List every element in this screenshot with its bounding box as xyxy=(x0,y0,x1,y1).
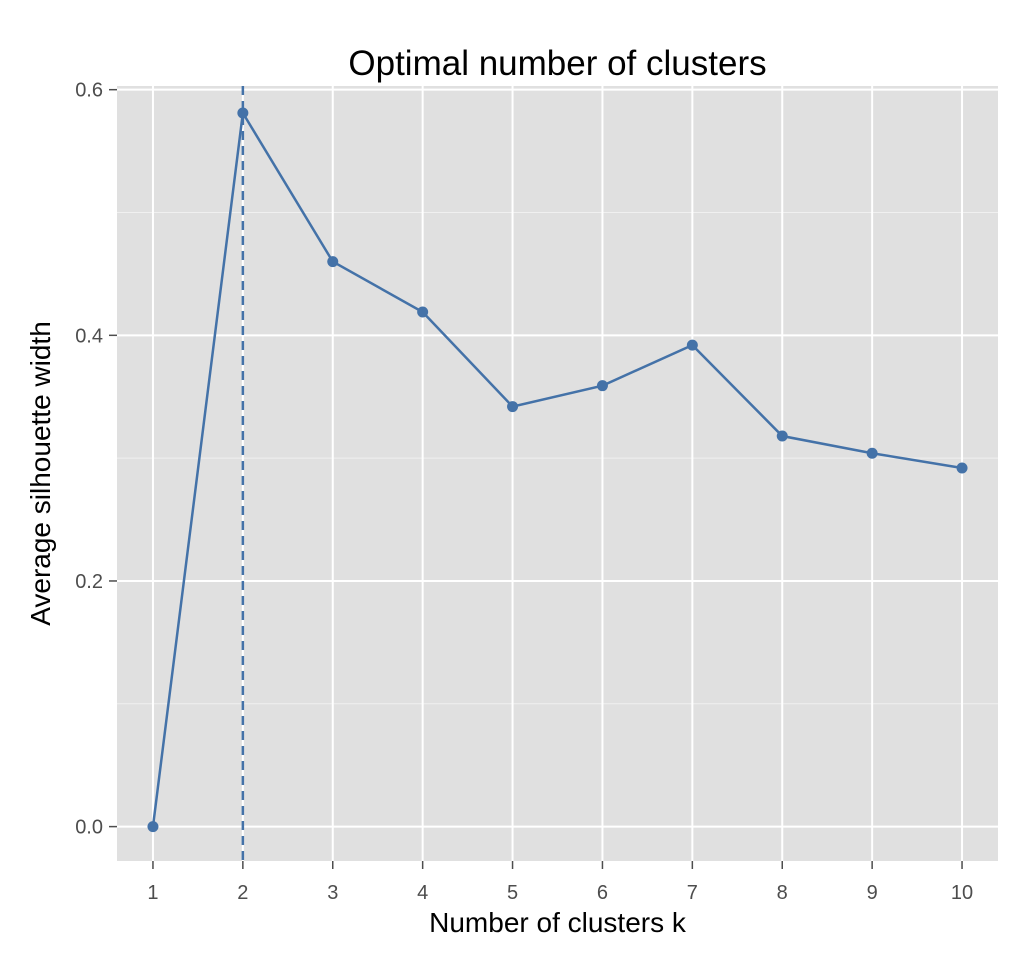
data-point xyxy=(956,462,968,474)
y-axis-title: Average silhouette width xyxy=(25,321,56,626)
y-tick-labels: 0.0 0.2 0.4 0.6 xyxy=(75,80,103,839)
x-tick-label: 10 xyxy=(951,882,973,904)
data-point xyxy=(776,430,788,442)
x-tick-label: 8 xyxy=(777,882,788,904)
x-tick-label: 9 xyxy=(867,882,878,904)
x-tick-labels: 1 2 3 4 5 6 7 8 9 10 xyxy=(147,882,973,904)
data-points xyxy=(147,107,968,833)
data-point xyxy=(686,339,698,351)
x-tick-label: 2 xyxy=(237,882,248,904)
axis-ticks xyxy=(109,88,963,869)
plot-panel xyxy=(117,86,998,861)
data-point xyxy=(327,256,339,268)
x-tick-label: 1 xyxy=(147,882,158,904)
data-point xyxy=(596,380,608,392)
x-tick-label: 4 xyxy=(417,882,428,904)
data-point xyxy=(237,107,249,119)
data-point xyxy=(507,401,519,413)
grid-minor xyxy=(117,212,998,705)
chart-title: Optimal number of clusters xyxy=(348,44,766,83)
x-axis-title: Number of clusters k xyxy=(429,907,687,938)
y-tick-label: 0.4 xyxy=(75,325,103,347)
y-tick-label: 0.2 xyxy=(75,571,103,593)
x-tick-label: 3 xyxy=(327,882,338,904)
x-tick-label: 7 xyxy=(687,882,698,904)
data-point xyxy=(417,306,429,318)
y-tick-label: 0.6 xyxy=(75,80,103,102)
x-tick-label: 6 xyxy=(597,882,608,904)
grid-major xyxy=(117,86,998,861)
data-point xyxy=(866,447,878,459)
data-point xyxy=(147,821,159,833)
series-line xyxy=(151,109,963,827)
x-tick-label: 5 xyxy=(507,882,518,904)
y-tick-label: 0.0 xyxy=(75,817,103,839)
